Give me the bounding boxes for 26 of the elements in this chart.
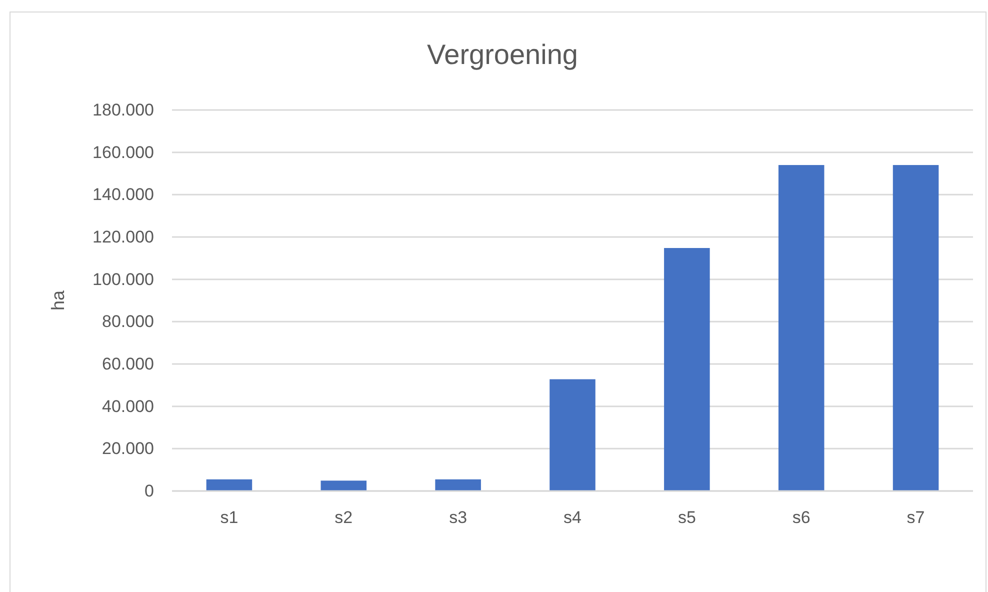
x-tick-label: s6 <box>792 508 810 528</box>
x-tick-label: s4 <box>564 508 582 528</box>
x-tick-label: s2 <box>334 508 353 528</box>
x-tick-label: s5 <box>678 508 696 528</box>
chart-title: Vergroening <box>426 39 578 70</box>
y-tick-label: 120.000 <box>92 227 154 246</box>
y-tick-label: 60.000 <box>102 354 154 374</box>
y-tick-label: 0 <box>144 481 154 500</box>
bar <box>320 480 367 491</box>
y-tick-label: 20.000 <box>102 439 154 458</box>
bar <box>664 248 710 491</box>
bar <box>892 165 939 491</box>
bar <box>435 479 481 491</box>
y-tick-label: 140.000 <box>92 185 154 204</box>
y-tick-label: 180.000 <box>92 100 154 120</box>
y-tick-label: 80.000 <box>102 312 154 332</box>
x-tick-label: s7 <box>906 508 925 528</box>
x-tick-label: s1 <box>220 508 238 528</box>
bar <box>778 165 824 491</box>
y-tick-label: 100.000 <box>92 270 154 289</box>
y-tick-label: 40.000 <box>102 396 154 416</box>
x-tick-label: s3 <box>449 508 468 528</box>
bar <box>206 479 252 491</box>
y-axis-title: ha <box>48 290 68 311</box>
bar <box>550 379 596 491</box>
y-tick-label: 160.000 <box>92 142 154 162</box>
